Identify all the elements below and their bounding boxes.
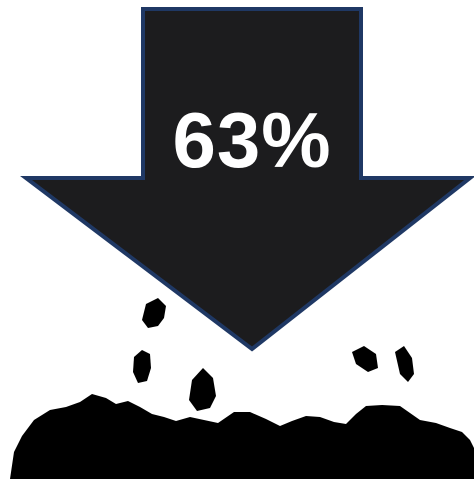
percentage-label: 63% [172, 96, 332, 184]
down-arrow-icon [20, 7, 474, 352]
rubble-piece-top [142, 298, 166, 328]
rubble-piece-right-b [395, 346, 414, 382]
rubble-piece-left [133, 350, 151, 383]
rubble-pile [10, 298, 474, 479]
rubble-ground [10, 394, 474, 479]
rubble-piece-center [189, 368, 216, 411]
rubble-piece-right-a [352, 346, 378, 372]
